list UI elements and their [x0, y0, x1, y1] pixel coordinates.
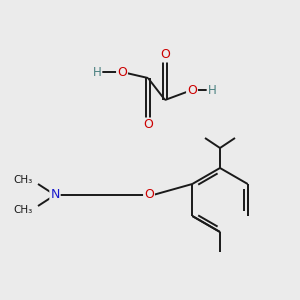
Text: O: O: [144, 188, 154, 202]
Text: H: H: [208, 83, 216, 97]
Text: CH₃: CH₃: [14, 205, 33, 215]
Text: O: O: [117, 65, 127, 79]
Text: N: N: [50, 188, 60, 202]
Text: O: O: [143, 118, 153, 131]
Text: O: O: [160, 49, 170, 62]
Text: CH₃: CH₃: [14, 175, 33, 185]
Text: O: O: [187, 83, 197, 97]
Text: H: H: [93, 65, 101, 79]
